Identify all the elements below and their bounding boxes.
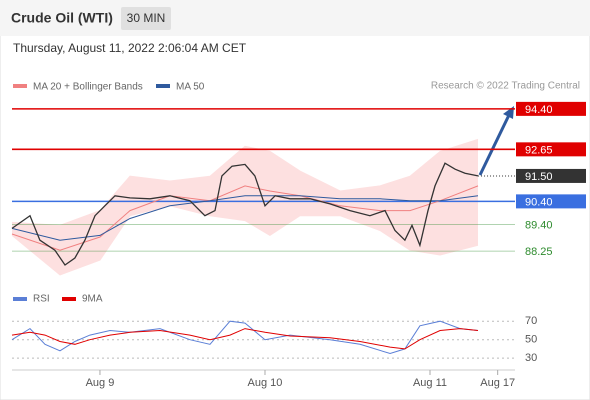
band-lower — [11, 205, 479, 276]
legend-swatch — [13, 297, 27, 301]
level-label: 89.40 — [525, 219, 553, 231]
price-line — [11, 162, 479, 266]
level-label: 90.40 — [525, 196, 553, 208]
legend-swatch — [156, 84, 170, 88]
source: Research © 2022 Trading Central — [431, 81, 580, 92]
level-label: 88.25 — [525, 246, 553, 258]
timeframe-badge[interactable] — [121, 7, 171, 30]
legend-label: MA 20 + Bollinger Bands — [33, 82, 143, 93]
indicator-line — [11, 328, 479, 350]
instrument-title: Crude Oil (WTI) — [11, 10, 113, 26]
level-box — [516, 194, 586, 209]
timestamp: Thursday, August 11, 2022 2:06:04 AM CET — [13, 41, 247, 55]
legend-label: 9MA — [82, 294, 103, 305]
legend-label: RSI — [33, 294, 50, 305]
level-label: 94.40 — [525, 104, 553, 116]
indicator-line — [11, 320, 479, 355]
header-bar — [0, 0, 590, 36]
level-label: 92.65 — [525, 144, 553, 156]
legend-label: MA 50 — [176, 82, 205, 93]
bollinger-band — [12, 139, 478, 275]
y-tick-label: 70 — [525, 315, 537, 327]
level-box — [516, 101, 586, 116]
level-box — [516, 168, 586, 183]
level-label: 91.50 — [525, 171, 553, 183]
y-tick-label: 30 — [525, 352, 537, 364]
x-tick-label: Aug 9 — [86, 377, 115, 389]
timeframe-label: 30 MIN — [127, 11, 166, 25]
x-tick-label: Aug 10 — [248, 377, 283, 389]
level-box — [516, 142, 586, 157]
y-tick-label: 50 — [525, 334, 537, 346]
legend-swatch — [62, 297, 76, 301]
forecast-arrow — [478, 114, 511, 176]
x-tick-label: Aug 17 — [480, 377, 515, 389]
legend-swatch — [13, 84, 27, 88]
moving-average — [11, 195, 479, 241]
x-tick-label: Aug 11 — [413, 377, 447, 389]
